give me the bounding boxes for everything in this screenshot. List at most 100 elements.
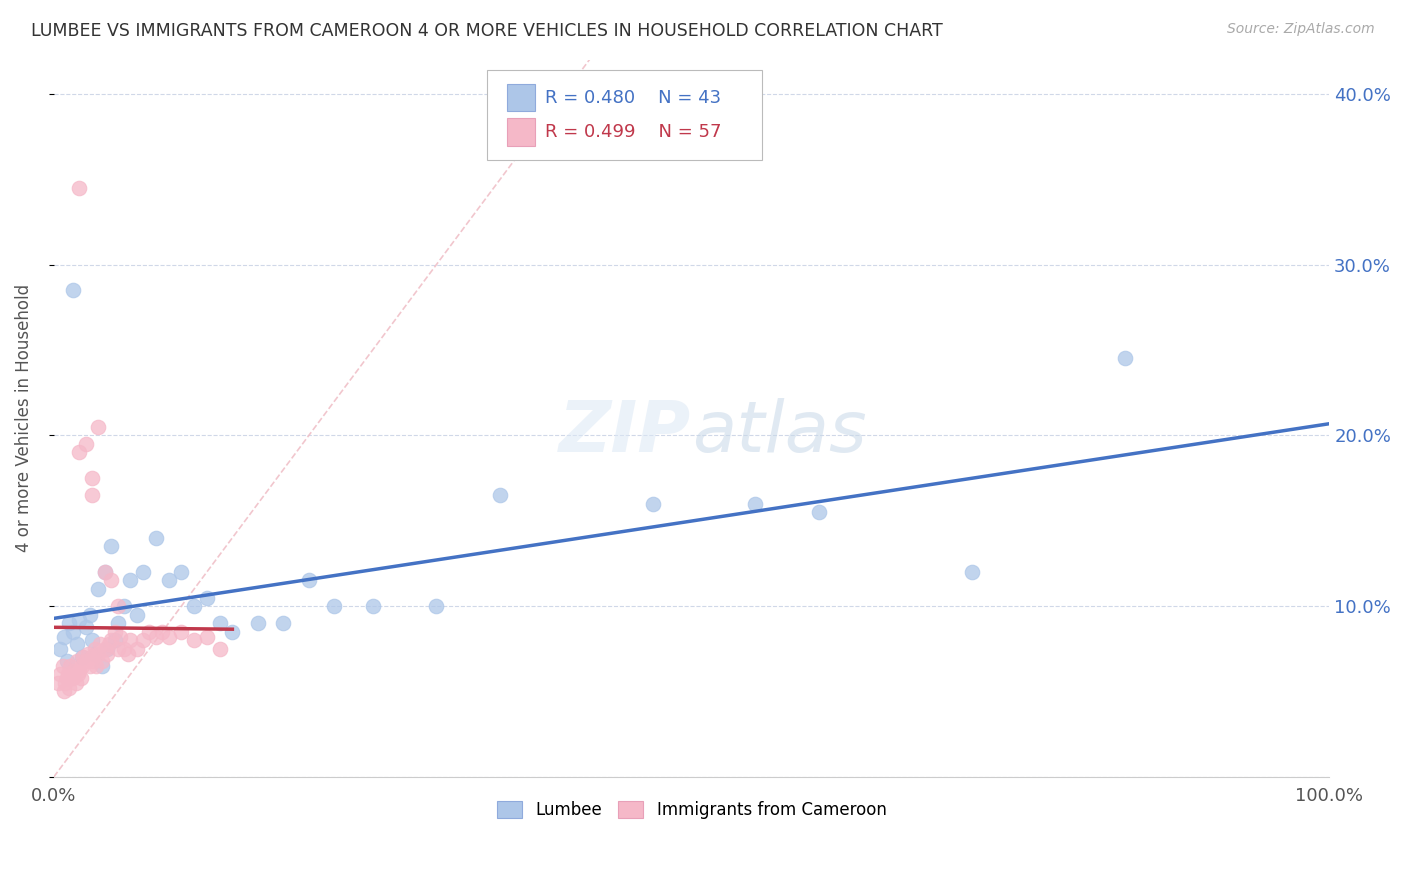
Point bbox=[66, 654, 89, 668]
Point bbox=[72, 650, 94, 665]
Point bbox=[87, 419, 110, 434]
Point bbox=[100, 633, 122, 648]
Point bbox=[83, 647, 105, 661]
Point bbox=[125, 607, 148, 622]
Point bbox=[104, 633, 127, 648]
Point bbox=[77, 647, 100, 661]
Text: ZIP: ZIP bbox=[560, 398, 692, 467]
Point bbox=[91, 658, 114, 673]
Point bbox=[94, 641, 117, 656]
Point bbox=[91, 654, 114, 668]
Point bbox=[183, 599, 205, 613]
Point bbox=[125, 641, 148, 656]
FancyBboxPatch shape bbox=[506, 119, 534, 145]
Point bbox=[70, 658, 93, 673]
Point bbox=[70, 650, 93, 665]
Point bbox=[62, 671, 84, 685]
Point bbox=[94, 565, 117, 579]
Point bbox=[97, 637, 120, 651]
Point bbox=[273, 616, 295, 631]
Point bbox=[82, 471, 104, 485]
Legend: Lumbee, Immigrants from Cameroon: Lumbee, Immigrants from Cameroon bbox=[489, 795, 893, 826]
Point bbox=[62, 283, 84, 297]
Point bbox=[104, 624, 127, 639]
Point bbox=[52, 658, 75, 673]
Point bbox=[117, 647, 139, 661]
Point bbox=[489, 488, 512, 502]
Point bbox=[49, 641, 72, 656]
Point bbox=[145, 531, 167, 545]
Point bbox=[67, 664, 90, 678]
Point bbox=[132, 565, 155, 579]
Text: R = 0.499    N = 57: R = 0.499 N = 57 bbox=[546, 123, 721, 141]
Point bbox=[59, 658, 82, 673]
Point bbox=[108, 630, 131, 644]
Point bbox=[53, 630, 76, 644]
Point bbox=[298, 574, 321, 588]
Point bbox=[89, 637, 111, 651]
Point bbox=[170, 565, 193, 579]
Point bbox=[79, 607, 101, 622]
Point bbox=[66, 637, 89, 651]
Point bbox=[112, 641, 135, 656]
Point bbox=[100, 539, 122, 553]
Text: Source: ZipAtlas.com: Source: ZipAtlas.com bbox=[1227, 22, 1375, 37]
Point bbox=[58, 681, 80, 695]
Point bbox=[1114, 351, 1136, 366]
Point bbox=[157, 574, 180, 588]
Point bbox=[246, 616, 269, 631]
Point bbox=[58, 616, 80, 631]
Point bbox=[67, 445, 90, 459]
Point bbox=[120, 633, 142, 648]
Point bbox=[120, 574, 142, 588]
Point bbox=[82, 488, 104, 502]
Point bbox=[55, 671, 77, 685]
Point bbox=[138, 624, 160, 639]
Point bbox=[960, 565, 983, 579]
Point bbox=[75, 437, 97, 451]
Point bbox=[69, 671, 91, 685]
Point bbox=[56, 667, 79, 681]
Point bbox=[87, 647, 110, 661]
Point bbox=[49, 667, 72, 681]
Point bbox=[53, 684, 76, 698]
Point bbox=[744, 497, 766, 511]
Point bbox=[67, 667, 90, 681]
Point bbox=[82, 654, 104, 668]
Point bbox=[107, 599, 129, 613]
FancyBboxPatch shape bbox=[506, 84, 534, 112]
Point bbox=[808, 505, 831, 519]
Point bbox=[100, 574, 122, 588]
Point bbox=[53, 676, 76, 690]
Point bbox=[94, 565, 117, 579]
Point bbox=[83, 641, 105, 656]
Point bbox=[170, 624, 193, 639]
FancyBboxPatch shape bbox=[488, 70, 762, 160]
Point bbox=[55, 654, 77, 668]
Point bbox=[107, 616, 129, 631]
Y-axis label: 4 or more Vehicles in Household: 4 or more Vehicles in Household bbox=[15, 285, 32, 552]
Point bbox=[107, 641, 129, 656]
Point bbox=[361, 599, 384, 613]
Text: R = 0.480    N = 43: R = 0.480 N = 43 bbox=[546, 88, 721, 107]
Point bbox=[84, 658, 107, 673]
Point bbox=[67, 180, 90, 194]
Point bbox=[145, 630, 167, 644]
Point bbox=[208, 616, 231, 631]
Point bbox=[82, 633, 104, 648]
Point bbox=[63, 664, 86, 678]
Point bbox=[79, 658, 101, 673]
Point bbox=[221, 624, 243, 639]
Point bbox=[75, 654, 97, 668]
Point bbox=[112, 599, 135, 613]
Point bbox=[96, 647, 118, 661]
Text: LUMBEE VS IMMIGRANTS FROM CAMEROON 4 OR MORE VEHICLES IN HOUSEHOLD CORRELATION C: LUMBEE VS IMMIGRANTS FROM CAMEROON 4 OR … bbox=[31, 22, 942, 40]
Point bbox=[183, 633, 205, 648]
Point bbox=[150, 624, 173, 639]
Point bbox=[425, 599, 447, 613]
Point bbox=[67, 613, 90, 627]
Point bbox=[195, 591, 218, 605]
Point bbox=[46, 676, 69, 690]
Point bbox=[195, 630, 218, 644]
Point bbox=[208, 641, 231, 656]
